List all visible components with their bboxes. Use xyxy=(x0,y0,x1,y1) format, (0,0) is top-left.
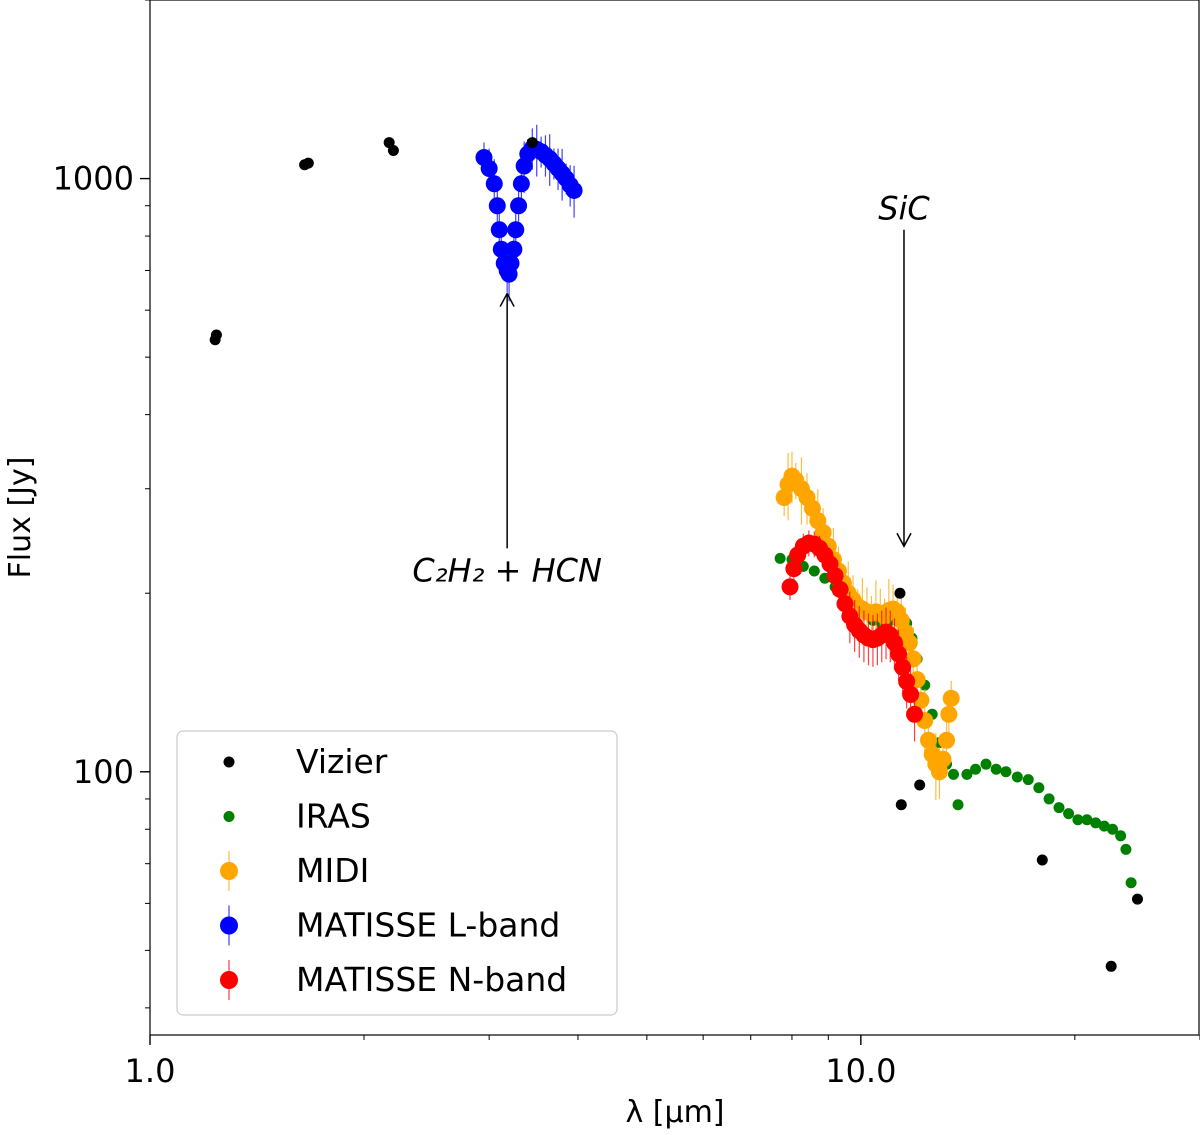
y-tick-label: 1000 xyxy=(53,160,134,198)
legend-marker xyxy=(220,971,238,989)
legend-entry: Vizier xyxy=(223,742,388,781)
annotation: C₂H₂ + HCN xyxy=(412,291,602,589)
data-point xyxy=(1098,820,1110,832)
data-point xyxy=(940,705,958,723)
annotation-arrow-head xyxy=(896,532,912,548)
data-point xyxy=(781,578,799,596)
annotations: SiC C₂H₂ + HCN xyxy=(412,190,930,590)
legend-entry: IRAS xyxy=(223,797,371,836)
data-point xyxy=(831,580,849,598)
data-point xyxy=(480,159,498,177)
data-point xyxy=(1053,802,1065,814)
data-point xyxy=(507,221,525,239)
legend-marker xyxy=(220,862,238,880)
data-point xyxy=(1090,817,1102,829)
data-point xyxy=(1063,808,1075,820)
annotation: SiC xyxy=(878,190,930,548)
data-point xyxy=(492,240,510,258)
data-point xyxy=(952,799,964,811)
legend-entry: MIDI xyxy=(220,851,369,891)
plot-frame xyxy=(149,0,1200,1036)
data-point xyxy=(490,221,508,239)
data-point xyxy=(302,157,314,169)
data-point xyxy=(826,567,844,585)
x-tick-label: 10.0 xyxy=(825,1052,896,1090)
legend-entry: MATISSE L-band xyxy=(220,905,560,946)
data-point xyxy=(942,689,960,707)
data-point xyxy=(980,758,992,770)
data-point xyxy=(512,175,530,193)
data-point xyxy=(1072,814,1084,826)
annotation-label: SiC xyxy=(878,190,930,228)
legend-marker xyxy=(223,756,235,768)
data-point xyxy=(1120,843,1132,855)
legend-marker xyxy=(223,811,235,822)
legend-label: MATISSE N-band xyxy=(296,960,567,999)
legend-label: MATISSE L-band xyxy=(296,906,560,945)
data-point xyxy=(1115,830,1127,842)
data-point xyxy=(895,799,907,811)
data-point xyxy=(902,685,920,703)
data-point xyxy=(1043,793,1055,805)
data-point xyxy=(961,768,973,780)
data-point xyxy=(1131,893,1143,905)
series-matisse-l-band xyxy=(475,124,583,302)
data-point xyxy=(1011,771,1023,783)
y-axis-label: Flux [Jy] xyxy=(3,457,38,579)
data-point xyxy=(510,197,528,215)
data-point xyxy=(505,240,523,258)
data-point xyxy=(1107,823,1119,835)
data-point xyxy=(1036,854,1048,866)
data-point xyxy=(1105,960,1117,972)
data-point xyxy=(488,197,506,215)
legend-label: IRAS xyxy=(296,797,371,836)
legend-entry: MATISSE N-band xyxy=(220,960,567,1000)
data-point xyxy=(502,254,520,272)
data-point xyxy=(938,731,956,749)
legend-label: MIDI xyxy=(296,851,369,890)
data-series xyxy=(209,124,1143,972)
annotation-arrow-head xyxy=(499,291,515,307)
legend: Vizier IRAS MIDI MATISSE L-band MATISSE N-ba… xyxy=(176,730,618,1016)
data-point xyxy=(1022,774,1034,786)
legend-marker xyxy=(220,916,238,935)
series-vizier xyxy=(209,137,1143,972)
data-point xyxy=(526,137,538,149)
series-midi xyxy=(775,451,960,801)
data-point xyxy=(914,779,926,791)
data-point xyxy=(894,587,906,599)
data-point xyxy=(1033,782,1045,794)
series-matisse-n-band xyxy=(781,530,924,742)
data-point xyxy=(210,329,222,341)
legend-box xyxy=(176,730,618,1016)
data-point xyxy=(934,750,952,768)
legend-label: Vizier xyxy=(296,742,388,781)
data-point xyxy=(485,175,503,193)
data-point xyxy=(808,565,820,577)
annotation-label: C₂H₂ + HCN xyxy=(412,551,602,589)
data-point xyxy=(814,524,832,542)
data-point xyxy=(906,705,924,723)
series-iras xyxy=(774,552,1137,889)
data-point xyxy=(774,552,786,564)
y-tick-label: 100 xyxy=(73,753,134,791)
data-point xyxy=(565,181,583,199)
data-point xyxy=(387,145,399,157)
x-tick-label: 1.0 xyxy=(125,1052,176,1090)
data-point xyxy=(1000,766,1012,778)
data-point xyxy=(947,768,959,780)
data-point xyxy=(1081,814,1093,826)
data-point xyxy=(1125,877,1137,889)
x-axis-label: λ [µm] xyxy=(625,1095,724,1130)
axis-ticks: 1.0 10.0 100 1000 xyxy=(53,0,1200,1090)
data-point xyxy=(990,763,1002,775)
data-point xyxy=(970,763,982,775)
